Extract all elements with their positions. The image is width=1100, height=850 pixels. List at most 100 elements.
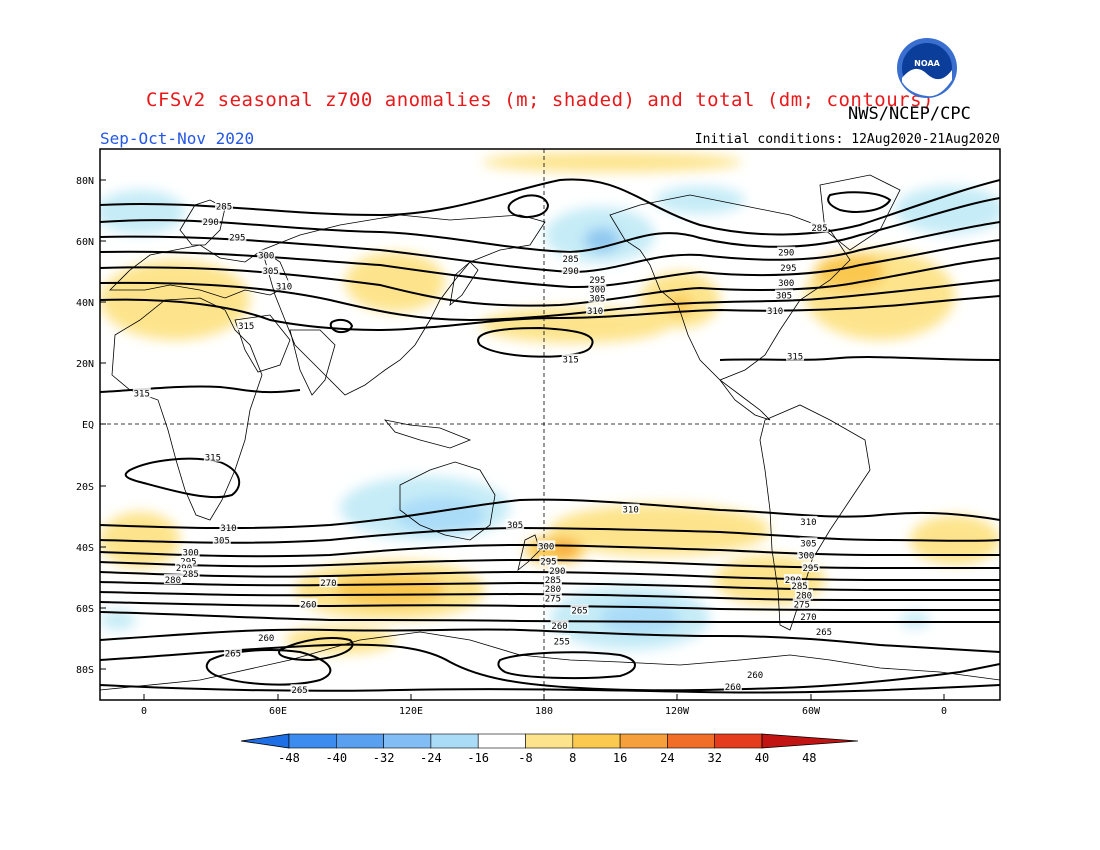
contour-label: 265 bbox=[816, 628, 832, 638]
lon-label: 120E bbox=[399, 706, 423, 717]
contour-label-bg bbox=[814, 626, 833, 637]
contour-label-bg bbox=[181, 546, 200, 557]
contour-label: 285 bbox=[563, 255, 579, 265]
contour-label-bg bbox=[777, 246, 796, 257]
noaa-logo: NOAA bbox=[897, 38, 957, 98]
contour-label-bg bbox=[790, 580, 809, 591]
contour-label: 310 bbox=[276, 282, 292, 292]
contour-label: 290 bbox=[778, 249, 794, 259]
lat-label: EQ bbox=[82, 420, 94, 431]
contour-label: 310 bbox=[767, 307, 783, 317]
contour-label: 315 bbox=[238, 322, 254, 332]
contour-label-bg bbox=[810, 222, 829, 233]
contour-label: 265 bbox=[225, 650, 241, 660]
colorbar-arrow-left bbox=[240, 733, 290, 749]
colorbar-swatch bbox=[525, 733, 574, 749]
lon-label: 0 bbox=[141, 706, 147, 717]
contour-label-bg bbox=[588, 274, 607, 285]
contour-label-bg bbox=[214, 200, 233, 211]
contour-label-bg bbox=[228, 231, 247, 242]
contour-label: 295 bbox=[803, 564, 819, 574]
contour-label: 310 bbox=[623, 506, 639, 516]
contour-label: 310 bbox=[800, 518, 816, 528]
colorbar-swatch bbox=[619, 733, 668, 749]
reference-lines bbox=[100, 149, 1000, 700]
contour-label-bg bbox=[723, 681, 742, 692]
colorbar-label: 16 bbox=[613, 751, 627, 765]
contour-label-bg bbox=[561, 252, 580, 263]
contour-label-bg bbox=[201, 216, 220, 227]
contour-label-bg bbox=[792, 598, 811, 609]
lat-label: 20N bbox=[76, 359, 94, 370]
contour-label-bg bbox=[290, 684, 309, 695]
contour-label-bg bbox=[588, 292, 607, 303]
colorbar-swatch bbox=[714, 733, 763, 749]
contour-label-bg bbox=[163, 574, 182, 585]
height-contours bbox=[100, 178, 1000, 694]
contour-label: 260 bbox=[551, 622, 567, 632]
contour-label: 315 bbox=[134, 389, 150, 399]
contour-label-bg bbox=[799, 515, 818, 526]
contour-label-bg bbox=[561, 353, 580, 364]
contour-label: 305 bbox=[589, 295, 605, 305]
colorbar-swatch bbox=[572, 733, 621, 749]
contour-label-bg bbox=[261, 265, 280, 275]
contour-label-bg bbox=[223, 647, 242, 658]
contour-label-bg bbox=[552, 635, 571, 646]
colorbar-swatch bbox=[430, 733, 479, 749]
contour-label: 305 bbox=[800, 539, 816, 549]
contour-label: 305 bbox=[214, 536, 230, 546]
lat-label: 40S bbox=[76, 543, 94, 554]
lon-label: 60E bbox=[269, 706, 287, 717]
contour-label: 280 bbox=[796, 591, 812, 601]
contour-label-bg bbox=[586, 304, 605, 315]
coastlines bbox=[100, 174, 1000, 691]
contour-label-bg bbox=[797, 549, 816, 560]
contour-label-bg bbox=[746, 668, 765, 679]
contour-label: 295 bbox=[780, 264, 796, 274]
contour-label: 285 bbox=[811, 224, 827, 234]
contour-label-bg bbox=[561, 265, 580, 275]
lat-label: 40N bbox=[76, 298, 94, 309]
contour-labels: 2852902953003053103153153152852902953003… bbox=[132, 200, 833, 696]
contour-label: 300 bbox=[589, 285, 605, 295]
contour-label-bg bbox=[786, 350, 805, 361]
colorbar-swatch bbox=[383, 733, 432, 749]
contour-label-bg bbox=[274, 280, 293, 291]
contour-label-bg bbox=[543, 583, 562, 594]
contour-label: 260 bbox=[258, 634, 274, 644]
colorbar-label: 24 bbox=[660, 751, 674, 765]
contour-label-bg bbox=[766, 304, 785, 315]
contour-label-bg bbox=[779, 261, 798, 272]
contour-label: 305 bbox=[263, 267, 279, 277]
contour-label: 290 bbox=[563, 267, 579, 277]
contour-label: 300 bbox=[258, 252, 274, 262]
lon-label: 180 bbox=[535, 706, 553, 717]
organization-label: NWS/NCEP/CPC bbox=[848, 104, 971, 124]
colorbar-arrow-right bbox=[761, 733, 859, 749]
contour-label: 290 bbox=[549, 567, 565, 577]
colorbar-label: -40 bbox=[325, 751, 347, 765]
contour-label: 315 bbox=[563, 356, 579, 366]
colorbar-swatch bbox=[477, 733, 526, 749]
contour-label-bg bbox=[132, 387, 151, 398]
contour-label: 285 bbox=[216, 203, 232, 213]
colorbar-label: 48 bbox=[802, 751, 816, 765]
contour-label-bg bbox=[799, 610, 818, 621]
lat-label: 80S bbox=[76, 665, 94, 676]
contour-label: 275 bbox=[545, 594, 561, 604]
contour-label-bg bbox=[801, 561, 820, 572]
contour-label: 260 bbox=[725, 683, 741, 693]
contour-label: 265 bbox=[571, 607, 587, 617]
contour-label-bg bbox=[783, 574, 802, 585]
contour-label-bg bbox=[219, 522, 238, 533]
contour-label-bg bbox=[299, 598, 318, 609]
contour-label: 285 bbox=[545, 576, 561, 586]
contour-label: 295 bbox=[589, 276, 605, 286]
contour-label: 285 bbox=[791, 582, 807, 592]
lon-label: 120W bbox=[665, 706, 690, 717]
colorbar-label: 8 bbox=[569, 751, 576, 765]
anomaly-shading bbox=[100, 152, 1000, 654]
contour-label: 270 bbox=[320, 579, 336, 589]
contour-label: 300 bbox=[798, 552, 814, 562]
